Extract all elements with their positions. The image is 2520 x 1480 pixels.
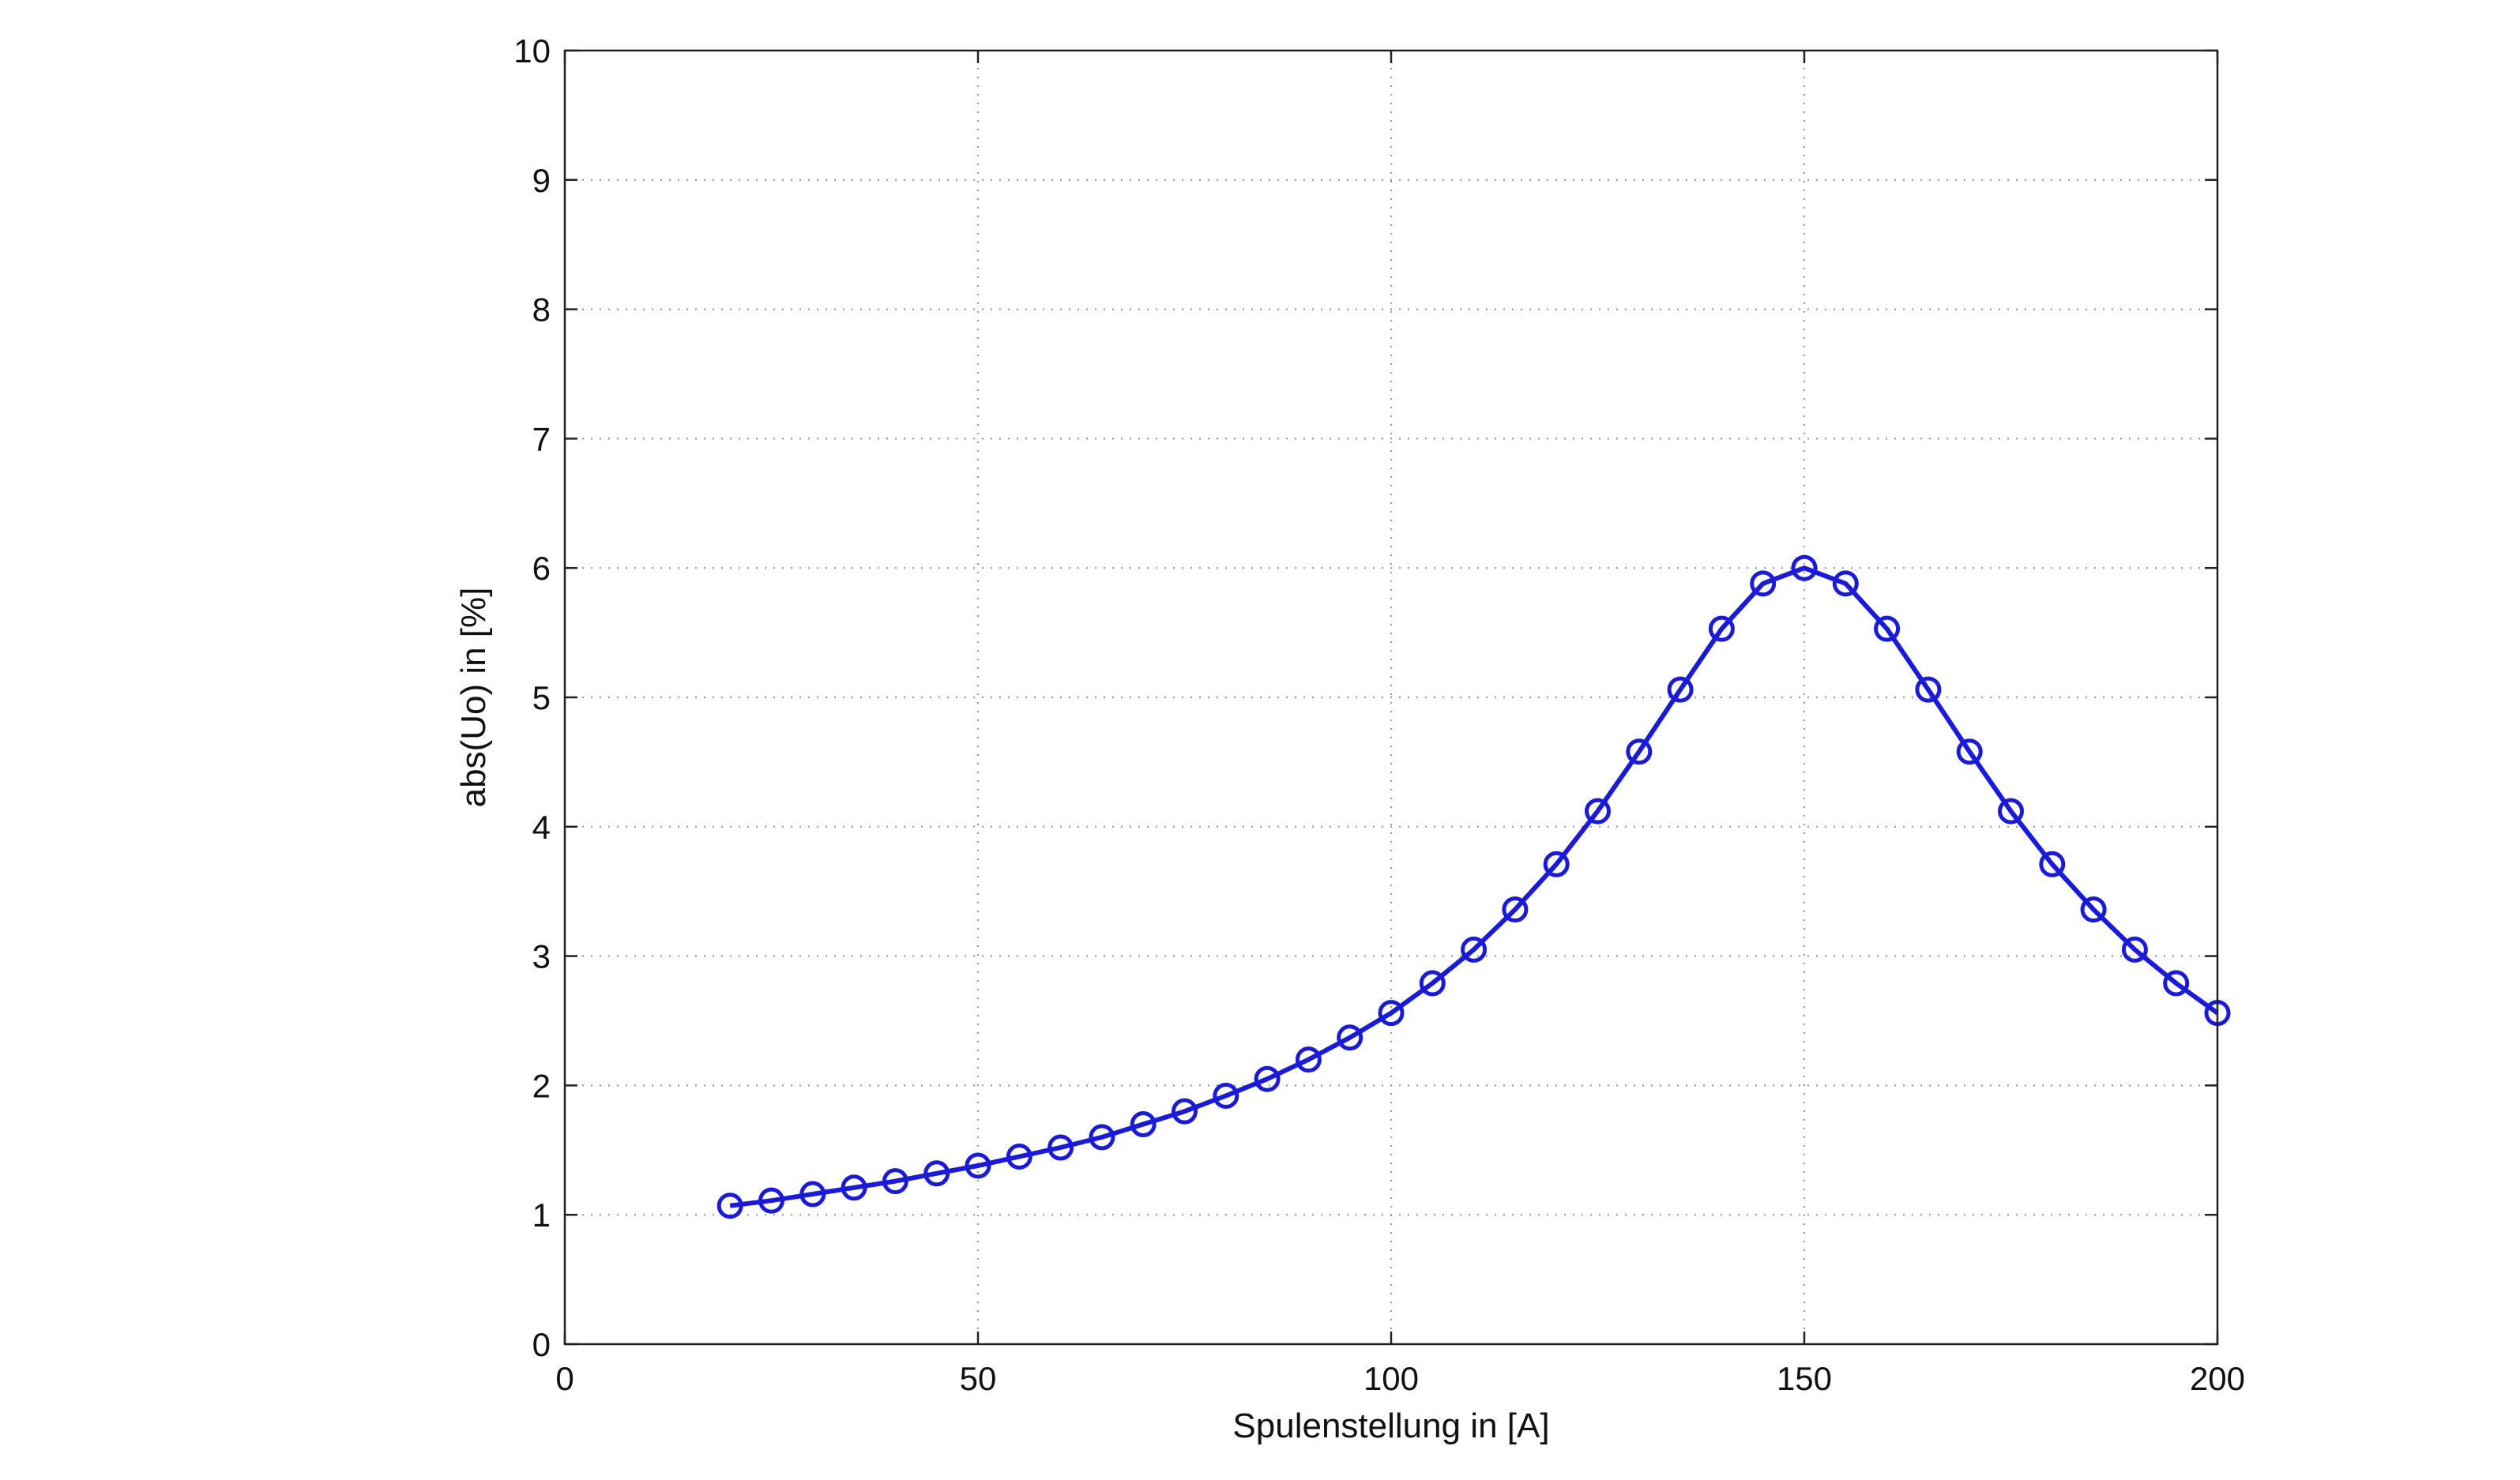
- series-layer: [717, 554, 2231, 1219]
- grid-lines: [565, 51, 2217, 1344]
- series-line: [729, 565, 2219, 1208]
- x-tick-label: 100: [1363, 1360, 1419, 1397]
- data-point: [965, 1152, 991, 1179]
- data-point: [923, 1160, 950, 1187]
- data-point: [1130, 1111, 1157, 1138]
- data-point: [1750, 570, 1777, 597]
- data-point: [1254, 1065, 1281, 1092]
- data-point: [1998, 798, 2024, 825]
- data-point: [1089, 1124, 1115, 1151]
- x-tick-label: 50: [960, 1360, 997, 1397]
- y-tick-label: 5: [532, 679, 551, 716]
- data-point: [2121, 936, 2148, 963]
- data-point: [2080, 896, 2107, 923]
- y-tick-label: 7: [532, 420, 551, 457]
- data-point: [1337, 1024, 1363, 1051]
- data-point: [1461, 936, 1488, 963]
- data-point: [1585, 798, 1611, 825]
- data-point: [1791, 554, 1818, 581]
- data-point: [717, 1193, 743, 1219]
- data-point: [1378, 1000, 1405, 1027]
- y-tick-label: 8: [532, 291, 551, 329]
- x-tick-label: 200: [2190, 1360, 2245, 1397]
- y-axis-label: abs(Uo) in [%]: [454, 588, 493, 808]
- data-point: [1047, 1134, 1074, 1161]
- data-point: [1419, 970, 1446, 997]
- data-point: [1708, 615, 1735, 642]
- data-point: [2039, 851, 2066, 877]
- x-tick-label: 150: [1777, 1360, 1832, 1397]
- y-tick-label: 6: [532, 550, 551, 587]
- data-point: [1543, 851, 1570, 877]
- x-tick-label: 0: [555, 1360, 574, 1397]
- y-tick-label: 2: [532, 1067, 551, 1104]
- data-point: [1626, 738, 1653, 765]
- data-point: [1006, 1143, 1032, 1170]
- data-point: [1832, 570, 1859, 597]
- y-tick-label: 0: [532, 1326, 551, 1363]
- x-axis-label: Spulenstellung in [A]: [1232, 1407, 1549, 1445]
- data-point: [1295, 1046, 1322, 1073]
- y-tick-label: 4: [532, 809, 551, 846]
- data-point: [799, 1181, 826, 1208]
- y-tick-label: 10: [513, 32, 551, 69]
- data-point: [882, 1168, 908, 1195]
- data-point: [1874, 615, 1901, 642]
- data-point: [1213, 1083, 1239, 1110]
- y-tick-label: 1: [532, 1196, 551, 1234]
- data-point: [1956, 738, 1983, 765]
- y-tick-label: 9: [532, 162, 551, 199]
- y-tick-label: 3: [532, 938, 551, 975]
- data-point: [2163, 970, 2190, 997]
- data-point: [758, 1187, 784, 1214]
- axis-ticks: 0 50 100 150 200 0 1 2 3 4 5 6 7 8 9 10: [513, 32, 2245, 1397]
- data-point: [841, 1174, 867, 1201]
- data-point: [1667, 676, 1694, 703]
- data-point: [1172, 1098, 1198, 1125]
- data-point: [1502, 896, 1529, 923]
- data-point: [1915, 676, 1942, 703]
